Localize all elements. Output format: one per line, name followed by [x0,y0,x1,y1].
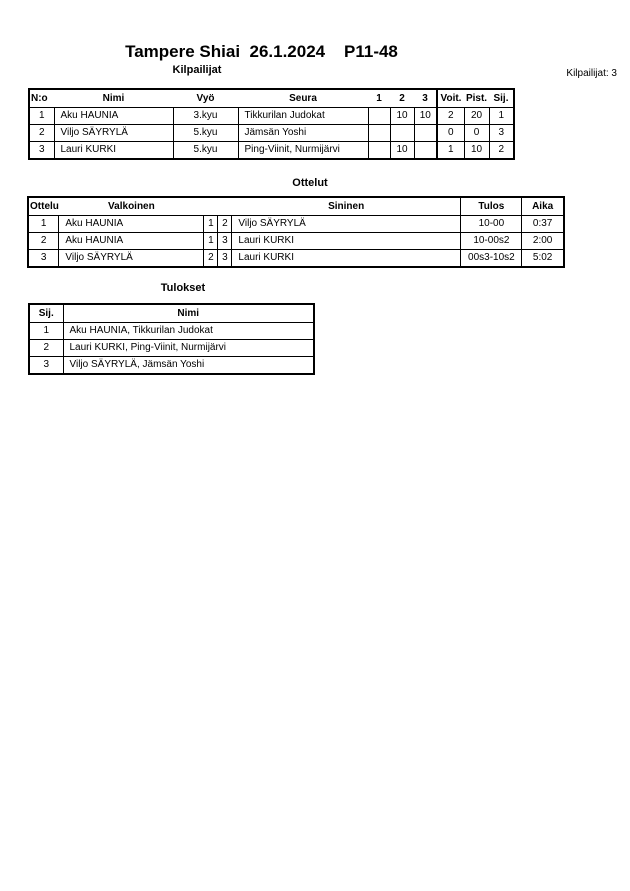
cell-pist: 0 [463,124,490,142]
cell-match-3 [413,141,438,160]
tulokset-header-row: Sij. Nimi [29,304,314,323]
cell-aika: 2:00 [521,232,565,250]
table-row: 3 Lauri KURKI 5.kyu Ping-Viinit, Nurmijä… [28,141,515,160]
ottelut-header-row: Ottelu Valkoinen Sininen Tulos Aika [28,197,564,216]
cell-aika: 5:02 [521,249,565,268]
cell-match-3 [413,124,438,142]
cell-vyo: 5.kyu [172,124,239,142]
col-sininen-num [218,197,232,216]
cell-sij: 1 [28,322,64,340]
section-heading-kilpailijat: Kilpailijat [172,64,222,76]
col-pist: Pist. [465,93,488,104]
cell-no: 1 [28,107,55,125]
cell-sininen-num: 2 [217,215,233,233]
ottelut-table: Ottelu Valkoinen Sininen Tulos Aika 1 Ak… [27,196,565,268]
cell-sininen-num: 3 [217,249,233,268]
col-aika: Aika [521,197,564,216]
table-row: 3 Viljo SÄYRYLÄ 2 3 Lauri KURKI 00s3-10s… [27,249,565,268]
cell-sij: 1 [488,107,515,125]
col-valkoinen-num [204,197,218,216]
cell-seura: Ping-Viinit, Nurmijärvi [237,141,369,160]
cell-match-no: 1 [27,215,60,233]
tulokset-table: Sij. Nimi 1 Aku HAUNIA, Tikkurilan Judok… [28,303,315,375]
cell-voit: 1 [436,141,465,160]
col-seura: Seura [289,93,317,104]
cell-valkoinen-num: 1 [203,232,219,250]
cell-seura: Jämsän Yoshi [237,124,369,142]
cell-valkoinen-num: 2 [203,249,219,268]
cell-pist: 10 [463,141,490,160]
section-heading-tulokset: Tulokset [160,282,206,294]
cell-match-no: 3 [27,249,60,268]
table-row: 1 Aku HAUNIA 1 2 Viljo SÄYRYLÄ 10-00 0:3… [27,215,565,233]
table-row: 2 Lauri KURKI, Ping-Viinit, Nurmijärvi [28,339,315,357]
table-row: 1 Aku HAUNIA 3.kyu Tikkurilan Judokat 10… [28,107,515,125]
page-title: Tampere Shiai 26.1.2024 P11-48 [125,42,398,61]
cell-sij: 3 [28,356,64,375]
cell-pist: 20 [463,107,490,125]
table-row: 2 Aku HAUNIA 1 3 Lauri KURKI 10-00s2 2:0… [27,232,565,250]
cell-valkoinen-num: 1 [203,215,219,233]
cell-sininen-num: 3 [217,232,233,250]
cell-sij: 2 [28,339,64,357]
cell-aika: 0:37 [521,215,565,233]
competitor-count-label: Kilpailijat: 3 [566,68,617,79]
col-match-1: 1 [376,93,382,104]
cell-tulos: 10-00s2 [460,232,523,250]
table-row: 2 Viljo SÄYRYLÄ 5.kyu Jämsän Yoshi 0 0 3 [28,124,515,142]
cell-sij: 2 [488,141,515,160]
cell-sininen: Lauri KURKI [231,232,462,250]
col-valkoinen: Valkoinen [108,201,155,212]
cell-valkoinen: Aku HAUNIA [58,215,205,233]
section-heading-ottelut: Ottelut [292,177,328,189]
cell-sininen: Lauri KURKI [231,249,462,268]
col-sij: Sij. [38,308,54,319]
cell-seura: Tikkurilan Judokat [237,107,369,125]
kilpailijat-table: N:o Nimi Vyö Seura 1 2 3 Voit. Pist. Sij… [28,88,515,160]
col-nimi: Nimi [62,304,314,323]
cell-match-1 [367,141,391,160]
cell-valkoinen: Viljo SÄYRYLÄ [58,249,205,268]
cell-nimi: Viljo SÄYRYLÄ [53,124,174,142]
cell-valkoinen: Aku HAUNIA [58,232,205,250]
cell-no: 3 [28,141,55,160]
kilpailijat-header-row: N:o Nimi Vyö Seura 1 2 3 Voit. Pist. Sij… [29,89,514,108]
col-nimi: Nimi [102,93,125,104]
cell-sininen: Viljo SÄYRYLÄ [231,215,462,233]
col-sininen: Sininen [328,201,365,212]
cell-match-2: 10 [389,107,415,125]
cell-nimi: Lauri KURKI, Ping-Viinit, Nurmijärvi [62,339,315,357]
cell-vyo: 3.kyu [172,107,239,125]
cell-voit: 0 [436,124,465,142]
cell-tulos: 00s3-10s2 [460,249,523,268]
col-match-3: 3 [422,93,428,104]
col-vyo: Vyö [196,93,215,104]
cell-no: 2 [28,124,55,142]
cell-sij: 3 [488,124,515,142]
table-row: 3 Viljo SÄYRYLÄ, Jämsän Yoshi [28,356,315,375]
cell-voit: 2 [436,107,465,125]
col-sij: Sij. [493,93,509,104]
cell-nimi: Aku HAUNIA [53,107,174,125]
col-match-2: 2 [399,93,405,104]
cell-match-2: 10 [389,141,415,160]
col-tulos: Tulos [460,197,522,216]
col-no: N:o [31,93,48,104]
cell-match-1 [367,107,391,125]
cell-nimi: Viljo SÄYRYLÄ, Jämsän Yoshi [62,356,315,375]
cell-vyo: 5.kyu [172,141,239,160]
cell-match-3: 10 [413,107,438,125]
cell-match-2 [389,124,415,142]
cell-nimi: Aku HAUNIA, Tikkurilan Judokat [62,322,315,340]
cell-tulos: 10-00 [460,215,523,233]
col-voit: Voit. [436,89,464,108]
cell-match-no: 2 [27,232,60,250]
col-ottelu: Ottelu [30,201,59,212]
table-row: 1 Aku HAUNIA, Tikkurilan Judokat [28,322,315,340]
cell-nimi: Lauri KURKI [53,141,174,160]
cell-match-1 [367,124,391,142]
